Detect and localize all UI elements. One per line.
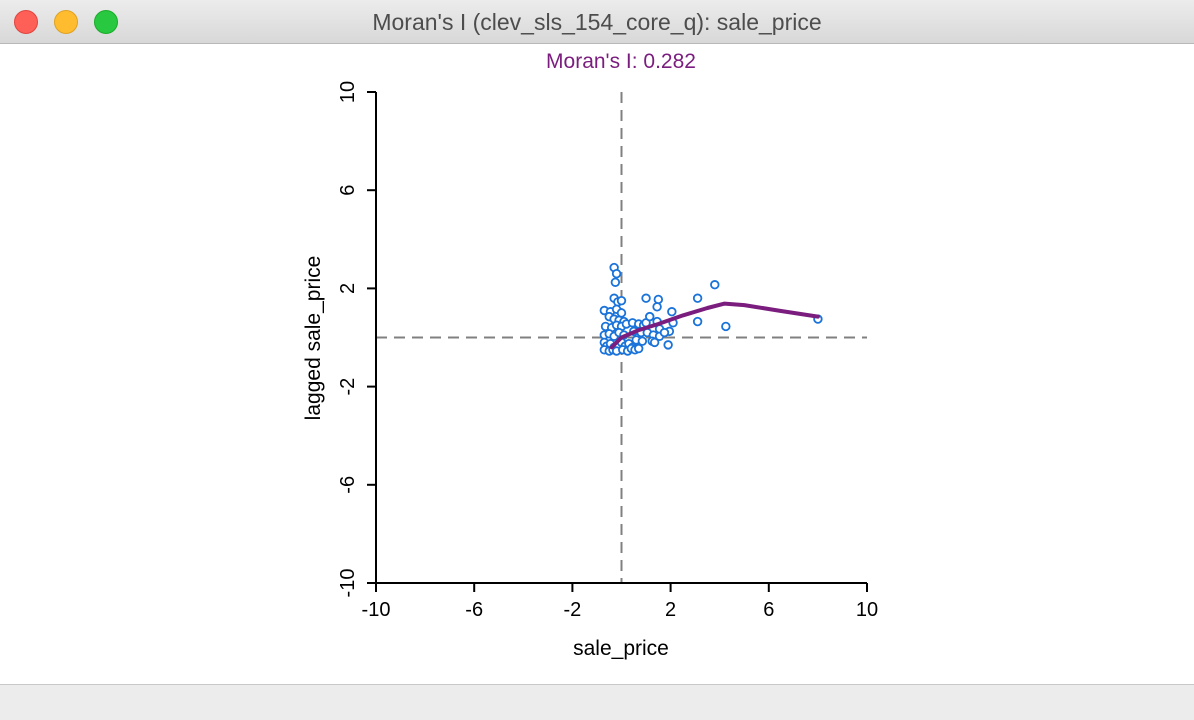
data-points [599,262,823,356]
y-tick-label: 6 [337,185,359,196]
data-point[interactable] [692,293,703,303]
y-tick-label: -2 [337,378,359,396]
data-point[interactable] [616,308,627,318]
x-tick-label: -2 [564,599,582,621]
chart-labels: Moran's I: 0.282 sale_price lagged sale_… [302,50,696,660]
window-titlebar: Moran's I (clev_sls_154_core_q): sale_pr… [0,0,1194,44]
smoother [609,301,820,350]
data-point[interactable] [652,302,662,312]
x-tick-label: 10 [856,599,878,621]
minimize-window-button[interactable] [54,10,78,34]
x-tick-label: 6 [763,599,774,621]
y-axis-label: lagged sale_price [302,256,325,421]
data-point[interactable] [663,340,673,350]
axes: -10 -6 -2 2 6 10 -10 -6 -2 2 6 10 [337,81,878,621]
moran-scatterplot[interactable]: -10 -6 -2 2 6 10 -10 -6 -2 2 6 10 Moran's I: 0.282 … [0,44,1194,684]
data-point[interactable] [641,293,651,303]
x-axis-label: sale_price [573,637,669,660]
data-point[interactable] [721,321,731,332]
data-point[interactable] [710,280,720,290]
reference-lines [376,92,867,583]
x-tick-label: 2 [665,599,676,621]
x-tick-label: -6 [465,599,483,621]
data-point[interactable] [667,307,677,317]
close-window-button[interactable] [14,10,38,34]
chart-title: Moran's I: 0.282 [546,50,696,73]
window-title: Moran's I (clev_sls_154_core_q): sale_pr… [372,9,822,35]
data-point[interactable] [633,343,644,354]
data-point[interactable] [659,327,670,338]
data-point[interactable] [616,295,627,306]
moran-scatterplot-canvas[interactable]: -10 -6 -2 2 6 10 -10 -6 -2 2 6 10 Moran's I: 0.282 … [0,44,1194,684]
y-tick-label: 2 [337,283,359,294]
data-point[interactable] [611,268,622,279]
zoom-window-button[interactable] [94,10,118,34]
data-point[interactable] [637,336,648,346]
data-point[interactable] [692,316,703,327]
y-tick-label: 10 [337,81,359,103]
y-tick-label: -6 [337,476,359,494]
y-tick-label: -10 [337,569,359,598]
status-bar [0,684,1194,720]
data-point[interactable] [645,311,655,322]
data-point[interactable] [649,337,660,348]
data-point[interactable] [653,294,664,305]
x-tick-label: -10 [362,599,391,621]
smoother-line [609,301,820,350]
data-point[interactable] [610,277,621,287]
